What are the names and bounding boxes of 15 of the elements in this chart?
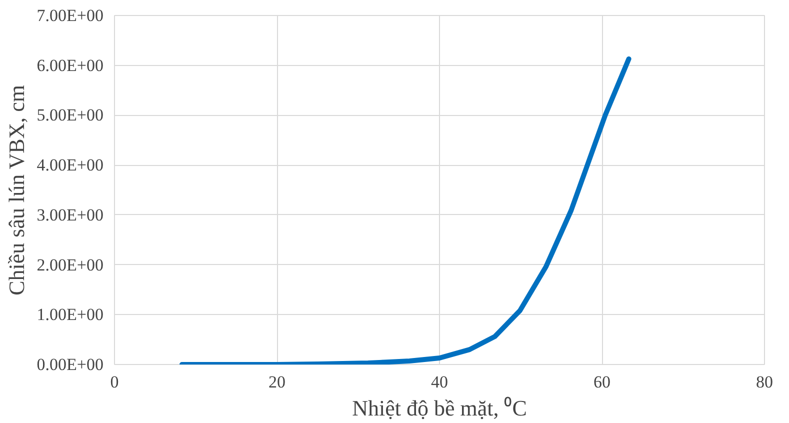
- x-tick-label: 40: [431, 372, 448, 392]
- y-tick-label: 6.00E+00: [36, 56, 104, 75]
- x-tick-label: 60: [594, 372, 610, 392]
- x-tick-label: 0: [110, 372, 119, 392]
- y-tick-label: 0.00E+00: [36, 355, 104, 374]
- y-tick-label: 4.00E+00: [36, 156, 104, 175]
- x-tick-label: 20: [268, 372, 286, 392]
- y-tick-label: 5.00E+00: [36, 106, 104, 125]
- y-axis-title: Chiều sâu lún VBX, cm: [4, 84, 29, 296]
- x-tick-label: 80: [756, 372, 773, 392]
- y-tick-label: 3.00E+00: [36, 205, 104, 224]
- y-tick-label: 7.00E+00: [36, 6, 104, 25]
- y-tick-label: 2.00E+00: [36, 255, 104, 274]
- y-tick-label: 1.00E+00: [36, 305, 104, 324]
- x-axis-title: Nhiệt độ bề mặt, ⁰C: [352, 396, 527, 420]
